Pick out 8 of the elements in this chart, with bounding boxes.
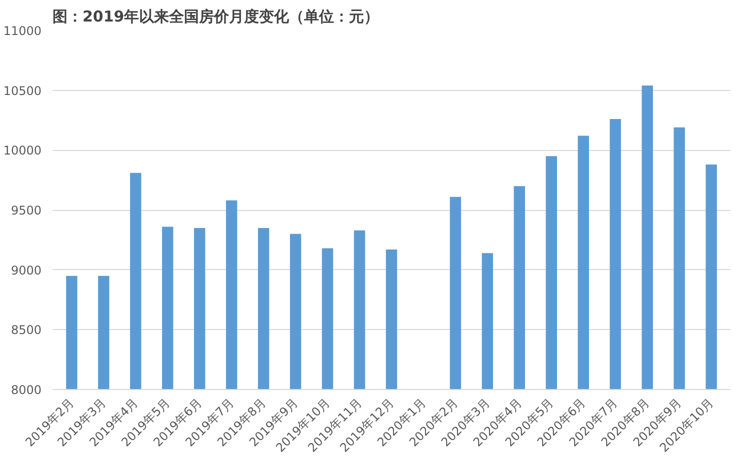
- y-tick-label: 8500: [10, 323, 42, 338]
- y-tick-label: 10000: [3, 144, 42, 158]
- y-tick-label: 11000: [3, 24, 42, 38]
- y-tick-label: 9500: [10, 204, 42, 218]
- chart-title: 图：2019年以来全国房价月度变化（单位：元）: [52, 8, 380, 26]
- y-tick-label: 9000: [10, 263, 42, 278]
- y-tick-label: 8000: [10, 383, 42, 397]
- y-tick-label: 10500: [3, 84, 42, 98]
